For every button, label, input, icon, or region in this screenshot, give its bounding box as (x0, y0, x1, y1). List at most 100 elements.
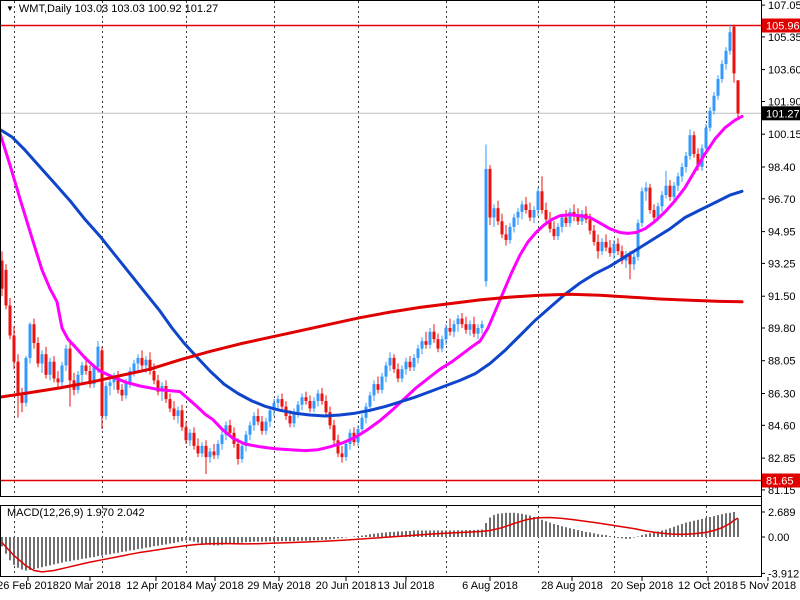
candle-up (136, 357, 140, 364)
candle-up (28, 324, 32, 358)
fast-ma-line[interactable] (0, 114, 744, 453)
candle-up (104, 386, 108, 416)
candle-up (444, 328, 448, 340)
price-label: 98.40 (768, 162, 796, 174)
time-axis[interactable]: 26 Feb 2018 20 Mar 2018 12 Apr 2018 4 May 2… (0, 577, 796, 592)
symbol-dropdown-icon[interactable]: ▼ (6, 4, 14, 13)
candle-down (544, 210, 548, 220)
candle-up (344, 444, 348, 458)
candle-down (692, 135, 696, 154)
candle-down (552, 228, 556, 237)
candle-up (188, 432, 192, 441)
price-label: 89.80 (768, 323, 796, 335)
candle-up (704, 127, 708, 149)
chart-title-text: WMT,Daily 103.03 103.03 100.92 101.27 (18, 3, 219, 15)
price-label: 91.50 (768, 291, 796, 303)
candle-up (560, 217, 564, 227)
candle-down (732, 26, 736, 74)
candle-up (40, 354, 44, 364)
candle-down (432, 331, 436, 340)
date-label: 5 Nov 2018 (740, 580, 796, 592)
candle-down (88, 371, 92, 385)
candle-down (620, 251, 624, 261)
candle-down (488, 168, 492, 218)
candle-down (164, 386, 168, 400)
candle-up (680, 167, 684, 177)
candle-up (672, 185, 676, 197)
candle-down (56, 378, 60, 383)
candle-up (512, 217, 516, 227)
date-label: 28 Aug 2018 (541, 580, 603, 592)
candle-down (32, 324, 36, 343)
candle-up (468, 324, 472, 330)
candle-up (144, 359, 148, 366)
candle-down (152, 371, 156, 381)
candle-down (736, 80, 740, 114)
mid-ma-line[interactable] (0, 128, 744, 418)
candle-down (0, 260, 4, 289)
candle-up (536, 191, 540, 210)
candle-down (328, 412, 332, 426)
candle-up (248, 425, 252, 435)
candle-up (368, 395, 372, 407)
candle-down (340, 453, 344, 458)
macd-signal-line[interactable] (1, 516, 739, 573)
price-axis[interactable]: 107.05 105.35 103.60 101.90 100.15 98.40 96.70… (761, 0, 800, 580)
candle-up (312, 401, 316, 409)
candle-down (336, 440, 340, 454)
price-label: 101.90 (768, 97, 800, 109)
candle-up (108, 382, 112, 386)
candle-up (360, 417, 364, 430)
date-label: 20 Sep 2018 (611, 580, 673, 592)
price-label: 94.95 (768, 227, 796, 239)
candle-up (656, 206, 660, 218)
candle-up (372, 384, 376, 396)
candle-up (708, 110, 712, 128)
candle-down (472, 324, 476, 334)
candle-down (228, 425, 232, 433)
candle-up (724, 50, 728, 64)
candle-up (508, 226, 512, 240)
candle-down (500, 221, 504, 235)
candle-up (240, 445, 244, 459)
date-label: 12 Apr 2018 (126, 580, 185, 592)
candle-down (168, 399, 172, 409)
candle-down (504, 234, 508, 240)
candle-down (540, 191, 544, 210)
candle-down (212, 451, 216, 456)
slow-ma-line[interactable] (0, 292, 744, 399)
candle-up (644, 187, 648, 192)
price-label: 81.15 (768, 485, 796, 497)
candle-up (480, 324, 484, 328)
candle-up (60, 365, 64, 383)
candle-down (12, 335, 16, 362)
candle-down (376, 384, 380, 390)
candle-up (484, 168, 488, 282)
candle-down (448, 328, 452, 332)
candle-down (140, 357, 144, 366)
candle-down (464, 324, 468, 330)
candle-down (304, 397, 308, 401)
candle-up (76, 374, 80, 390)
candle-up (676, 176, 680, 186)
date-label: 6 Aug 2018 (462, 580, 518, 592)
candle-up (556, 226, 560, 237)
candle-up (200, 445, 204, 454)
price-label: 103.60 (768, 65, 800, 77)
price-highlight-label: 101.27 (766, 108, 800, 120)
date-label: 26 Feb 2018 (0, 580, 59, 592)
candle-up (492, 208, 496, 218)
candle-down (320, 393, 324, 401)
candle-down (576, 215, 580, 222)
price-label: 88.05 (768, 356, 796, 368)
candle-down (392, 357, 396, 370)
candle-up (224, 425, 228, 435)
candle-down (424, 341, 428, 345)
chart-title: ▼ WMT,Daily 103.03 103.03 100.92 101.27 (6, 3, 218, 15)
candle-up (388, 357, 392, 366)
candle-up (24, 357, 28, 403)
candle-down (256, 416, 260, 422)
candle-down (68, 348, 72, 381)
candle-up (632, 256, 636, 265)
